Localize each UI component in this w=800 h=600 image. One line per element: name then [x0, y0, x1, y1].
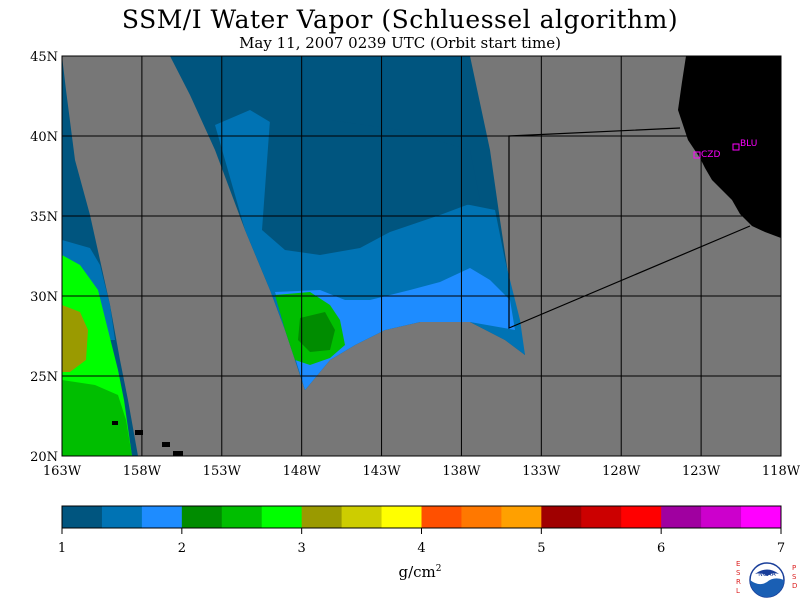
- colorbar-tick-label: 1: [58, 541, 66, 556]
- site-blu: BLU: [732, 139, 757, 151]
- svg-text:R: R: [736, 578, 741, 586]
- lat-label: 30N: [30, 290, 58, 305]
- colorbar-ticks: 1 2 3 4 5 6 7: [58, 528, 785, 556]
- colorbar-swatch: [381, 506, 422, 528]
- lat-label: 45N: [30, 50, 58, 65]
- colorbar-swatch: [62, 506, 103, 528]
- swath-center-blue: [275, 268, 515, 390]
- lon-label: 148W: [283, 464, 322, 479]
- colorbar-swatch: [101, 506, 143, 528]
- lat-labels: 45N 40N 35N 30N 25N 20N: [30, 50, 58, 465]
- lon-label: 153W: [203, 464, 242, 479]
- land-hawaii: [112, 421, 183, 456]
- colorbar-swatch: [581, 506, 622, 528]
- lon-label: 163W: [43, 464, 82, 479]
- lon-labels: 163W 158W 153W 148W 143W 138W 133W 128W 123W 118W: [43, 464, 800, 479]
- svg-text:E: E: [736, 560, 740, 568]
- colorbar-swatch: [741, 506, 782, 528]
- swath-left-medgreen: [62, 380, 132, 456]
- colorbar-swatch: [341, 506, 383, 528]
- lon-label: 138W: [442, 464, 481, 479]
- lat-label: 20N: [30, 450, 58, 465]
- site-czd-label: CZD: [701, 150, 720, 160]
- colorbar-swatch: [501, 506, 542, 528]
- map-subtitle: May 11, 2007 0239 UTC (Orbit start time): [239, 34, 561, 52]
- site-blu-label: BLU: [740, 139, 757, 149]
- colorbar-tick-label: 3: [298, 541, 306, 556]
- colorbar-tick-label: 4: [417, 541, 425, 556]
- colorbar: [62, 506, 782, 528]
- map-frame: [61, 55, 782, 457]
- units-text: g/cm: [398, 563, 436, 581]
- colorbar-swatch: [301, 506, 343, 528]
- swath-center-darkpatch: [262, 120, 480, 255]
- colorbar-swatch: [181, 506, 223, 528]
- land-california: [678, 56, 781, 238]
- colorbar-swatch: [421, 506, 462, 528]
- colorbar-swatch: [261, 506, 303, 528]
- colorbar-tick-label: 5: [537, 541, 545, 556]
- colorbar-tick-label: 2: [178, 541, 186, 556]
- lat-label: 35N: [30, 210, 58, 225]
- svg-text:S: S: [792, 573, 797, 581]
- svg-text:P: P: [792, 564, 796, 572]
- region-outline: [508, 127, 751, 329]
- lon-label: 118W: [762, 464, 800, 479]
- lon-label: 128W: [602, 464, 641, 479]
- svg-text:NOAA: NOAA: [758, 571, 776, 578]
- colorbar-swatch: [461, 506, 502, 528]
- svg-text:S: S: [736, 569, 741, 577]
- site-czd: CZD: [693, 150, 720, 160]
- colorbar-tick-label: 6: [657, 541, 665, 556]
- lat-label: 40N: [30, 130, 58, 145]
- lon-label: 143W: [362, 464, 401, 479]
- colorbar-tick-label: 7: [777, 541, 785, 556]
- units-exponent: 2: [435, 564, 442, 574]
- map-title: SSM/I Water Vapor (Schluessel algorithm): [121, 5, 679, 34]
- colorbar-swatch: [661, 506, 702, 528]
- lat-label: 25N: [30, 370, 58, 385]
- swath-left-olive: [62, 305, 88, 372]
- swath-center-darkgreen: [298, 312, 335, 352]
- colorbar-swatch: [621, 506, 662, 528]
- map-graticule: [62, 56, 781, 456]
- svg-text:L: L: [736, 587, 740, 595]
- lon-label: 123W: [682, 464, 721, 479]
- lon-label: 133W: [522, 464, 561, 479]
- colorbar-swatch: [701, 506, 742, 528]
- lon-label: 158W: [123, 464, 162, 479]
- colorbar-units: g/cm2: [0, 563, 800, 581]
- colorbar-swatch: [541, 506, 582, 528]
- svg-text:D: D: [792, 582, 797, 590]
- colorbar-swatch: [221, 506, 263, 528]
- colorbar-swatch: [141, 506, 183, 528]
